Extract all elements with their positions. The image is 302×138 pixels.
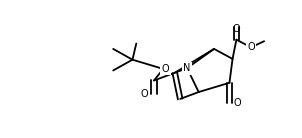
Text: O: O	[141, 89, 149, 99]
Text: N: N	[183, 63, 191, 73]
Text: O: O	[233, 98, 241, 108]
Text: O: O	[162, 64, 169, 74]
Text: O: O	[247, 42, 255, 52]
Text: O: O	[233, 24, 240, 34]
